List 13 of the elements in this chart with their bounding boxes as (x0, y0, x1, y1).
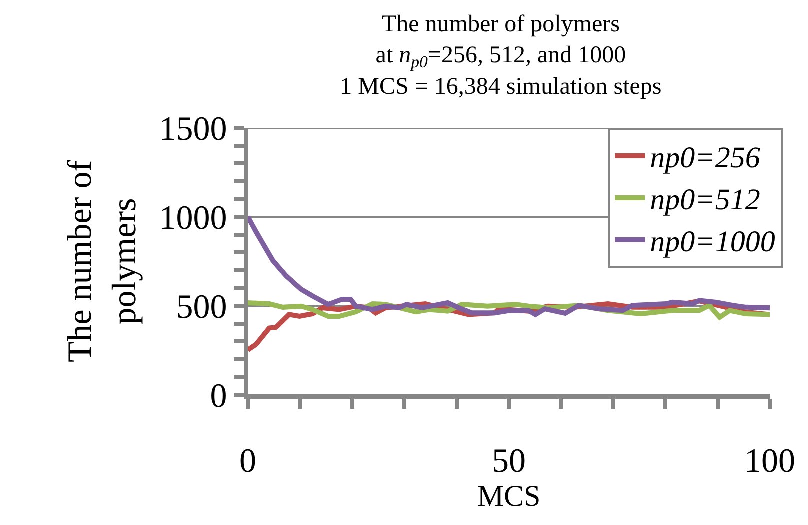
chart-title: The number of polymers at n$_{p0}$=256, 512, and 1000 1 MCS = 16,384 simulation steps (340, 12, 662, 100)
y-tick-label: 1500 (159, 110, 228, 148)
legend-label: np0=1000 (650, 226, 776, 259)
y-tick-label: 1000 (159, 200, 228, 237)
x-tick-label: 50 (492, 442, 526, 480)
y-axis-title: The number of polymers (62, 160, 144, 363)
y-tick-label: 0 (210, 378, 228, 415)
x-tick-label: 100 (744, 442, 796, 480)
legend-label: np0=256 (650, 142, 760, 175)
legend-label: np0=512 (650, 184, 760, 217)
y-tick-label: 500 (176, 288, 228, 326)
x-axis-title: MCS (477, 480, 541, 513)
x-tick-label: 0 (240, 442, 256, 480)
